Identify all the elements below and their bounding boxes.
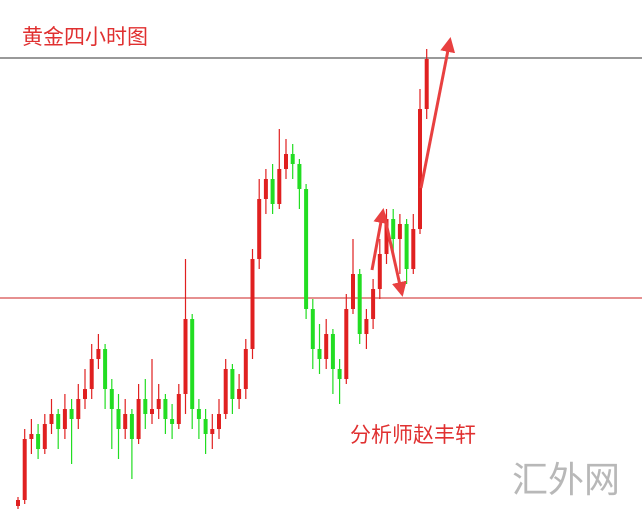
candle-body: [344, 309, 349, 379]
candle-body: [176, 394, 181, 424]
candle-body: [217, 414, 221, 429]
candle-body: [76, 399, 81, 419]
candle-body: [196, 409, 201, 419]
arrow: [419, 37, 456, 189]
candle-body: [237, 389, 242, 399]
candle-body: [203, 419, 208, 434]
candle-body: [129, 414, 134, 439]
arrows: [370, 37, 456, 297]
candle-body: [156, 399, 161, 409]
candle-body: [297, 164, 302, 189]
candle-body: [123, 414, 128, 429]
candle-body: [371, 289, 376, 319]
candle-body: [391, 219, 396, 239]
candle-body: [284, 154, 288, 169]
candle-body: [190, 319, 195, 409]
candle-body: [277, 169, 282, 204]
candle-body: [49, 414, 54, 424]
candle-body: [330, 334, 335, 369]
candle-body: [109, 389, 114, 409]
candle-body: [22, 439, 27, 500]
candle-body: [384, 219, 389, 254]
candle-body: [397, 224, 402, 239]
candle-body: [89, 359, 94, 389]
candle-body: [230, 369, 235, 399]
arrow: [370, 208, 389, 271]
annotation: 分析师赵丰轩: [350, 423, 476, 447]
candle-body: [143, 399, 148, 414]
candle-body: [418, 109, 422, 229]
candle-body: [263, 179, 268, 199]
candle-body: [243, 349, 248, 389]
candle-body: [116, 409, 121, 429]
candle-body: [69, 409, 74, 419]
candle-body: [357, 274, 362, 334]
candle-body: [270, 179, 275, 204]
chart-title: 黄金四小时图: [22, 25, 148, 49]
candle-body: [163, 399, 168, 419]
candle-body: [170, 419, 175, 424]
watermark: 汇外网: [512, 460, 620, 501]
candle-body: [183, 319, 188, 394]
candle-body: [351, 274, 355, 309]
candle-body: [424, 59, 429, 109]
candle-body: [324, 334, 329, 359]
candle-body: [304, 189, 309, 309]
candle-body: [290, 154, 295, 164]
candle-body: [377, 254, 382, 289]
candle-body: [83, 389, 87, 399]
reference-lines: [0, 57, 642, 299]
candle-body: [210, 429, 215, 434]
candle-body: [364, 319, 369, 334]
candle-body: [257, 199, 262, 259]
candle-body: [317, 349, 322, 359]
candle-body: [136, 399, 141, 439]
candle-body: [310, 309, 315, 349]
candle-body: [62, 409, 67, 429]
candle-body: [16, 500, 20, 506]
candle-body: [223, 369, 228, 414]
candle-body: [150, 409, 154, 414]
candle-body: [96, 349, 101, 359]
candle-body: [337, 369, 342, 379]
candle-body: [36, 434, 41, 449]
candle-body: [103, 349, 108, 389]
arrow: [382, 213, 407, 297]
candle-body: [250, 259, 255, 349]
candle-body: [29, 434, 34, 439]
candle-body: [411, 229, 416, 269]
candle-body: [56, 414, 61, 429]
candle-body: [404, 224, 409, 269]
candle-body: [42, 424, 47, 449]
candles: [16, 49, 429, 509]
